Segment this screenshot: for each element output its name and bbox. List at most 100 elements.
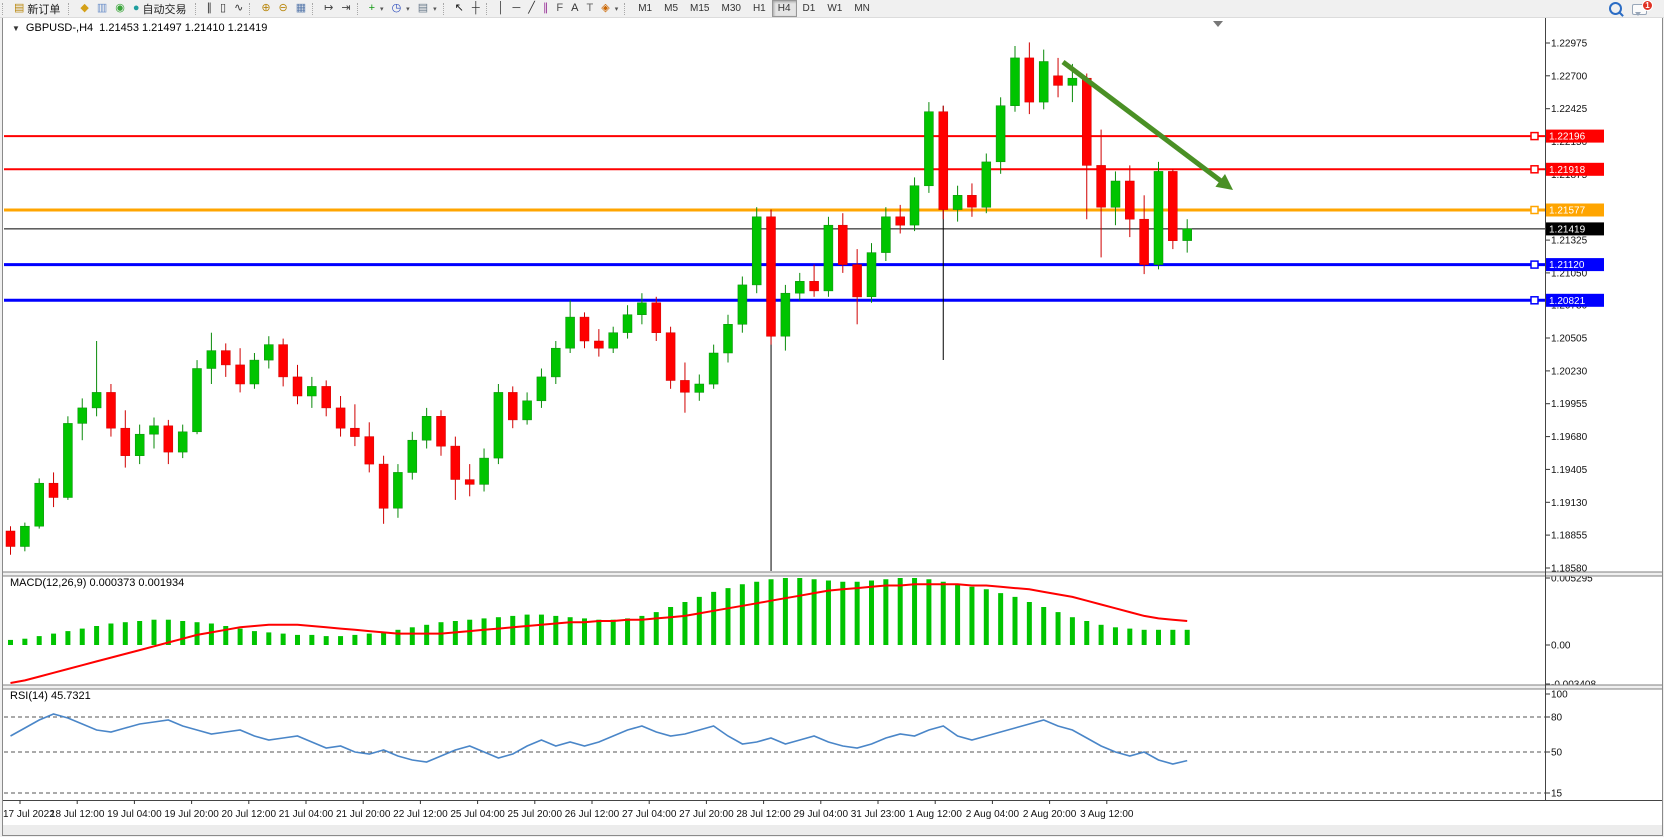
chart-shift-icon: ⇥ [341,2,351,14]
zoom-in-button[interactable]: ⊕ [257,0,274,17]
vertical-line-button[interactable]: │ [494,0,509,17]
timeframe-group: M1 M5 M15 M30 H1 H4 D1 W1 MN [632,0,876,17]
crosshair-button[interactable]: ┼ [468,0,484,17]
line-chart-button[interactable]: ∿ [230,0,247,17]
time-tick-label: 2 Aug 20:00 [1023,809,1077,820]
fibonacci-button[interactable]: F [552,0,567,17]
text-button[interactable]: A [567,0,582,17]
market-watch-button[interactable]: ◆ [76,0,92,17]
price-label-text: 1.21120 [1549,260,1585,271]
periods-button[interactable]: ◷ ▾ [388,0,414,17]
text-label-button[interactable]: T [583,0,598,17]
time-tick-label: 21 Jul 20:00 [336,809,391,820]
trendline-button[interactable]: ╱ [524,0,539,17]
candle-body [823,224,834,292]
candle-body [479,457,489,485]
price-label-box[interactable] [1546,258,1604,272]
macd-label: MACD(12,26,9) 0.000373 0.001934 [10,577,185,589]
toolbar-grip [356,2,362,15]
rsi-tick-label: 80 [1551,713,1563,724]
price-label-box[interactable] [1546,203,1604,217]
price-label-box[interactable] [1546,162,1604,176]
time-tick-label: 28 Jul 12:00 [736,809,791,820]
cursor-button[interactable]: ↖ [451,0,468,17]
candle-body [551,347,561,378]
navigator-button[interactable]: ◉ [111,0,129,17]
trend-arrow-head[interactable] [1215,174,1233,190]
zoom-out-button[interactable]: ⊖ [275,0,292,17]
templates-button[interactable]: ▤ ▾ [414,0,441,17]
autotrading-icon: ● [132,2,140,14]
horizontal-line-button[interactable]: ─ [509,0,525,17]
indicators-button[interactable]: + ▾ [365,0,388,17]
dropdown-caret-icon: ▾ [380,5,384,13]
time-tick-label: 20 Jul 12:00 [222,809,277,820]
candle-body [307,386,317,397]
candle-body [995,105,1006,163]
timeframe-button-w1[interactable]: W1 [827,3,843,14]
time-tick-label: 27 Jul 20:00 [679,809,734,820]
level-handle[interactable] [1530,260,1539,269]
candlestick-chart-button[interactable]: ▯ [216,0,230,17]
auto-scroll-button[interactable]: ↦ [320,0,337,17]
panel-splitter[interactable] [3,572,1662,576]
candle-body [221,350,231,366]
timeframe-button-mn[interactable]: MN [854,3,870,14]
arrows-button[interactable]: ◈ ▾ [597,0,622,17]
notifications-button[interactable]: 1 [1632,0,1653,16]
level-handle[interactable] [1530,165,1539,174]
timeframe-button-h1[interactable]: H1 [752,3,766,14]
price-label-box[interactable] [1546,129,1604,143]
candle-body [522,400,532,421]
timeframe-button-m1[interactable]: M1 [638,3,653,14]
candle-body [149,425,159,435]
timeframe-button-m5[interactable]: M5 [664,3,679,14]
time-tick-label: 1 Aug 12:00 [909,809,963,820]
trend-arrow-line[interactable] [1061,60,1229,188]
candle-body [134,433,145,456]
price-tick-label: 1.18855 [1551,531,1588,542]
candle-body [1053,75,1063,86]
bar-chart-button[interactable]: ∥ [203,0,217,17]
chart-shift-button[interactable]: ⇥ [337,0,354,17]
candle-body [637,302,647,315]
candle-body [952,195,963,210]
price-label-text: 1.21577 [1549,206,1586,217]
channel-button[interactable]: ∥ [539,0,553,17]
footer-strip [3,825,1662,836]
level-handle[interactable] [1530,296,1539,305]
line-chart-icon: ∿ [234,2,244,14]
tile-windows-button[interactable]: ▦ [292,0,310,17]
timeframe-button-m15[interactable]: M15 [690,3,710,14]
tile-windows-icon: ▦ [295,2,307,14]
candle-body [780,292,791,337]
toolbar-grip [312,2,317,15]
new-order-button[interactable]: ▤ 新订单 [10,0,66,17]
candle-body [450,445,461,480]
template-icon: ▤ [417,2,429,14]
candle-body [77,407,88,424]
candle-body [163,425,174,453]
candle-body [20,525,30,547]
level-handle[interactable] [1530,205,1539,215]
candle-body [751,216,762,286]
ohlc-quote-label: 1.21453 1.21497 1.21410 1.21419 [99,22,268,34]
timeframe-button-d1[interactable]: D1 [802,3,816,14]
candle-body [852,264,862,298]
panel-splitter[interactable] [3,685,1662,689]
time-tick-label: 26 Jul 12:00 [565,809,620,820]
candle-body [177,431,188,453]
price-tick-label: 1.18580 [1551,564,1588,575]
timeframe-button-m30[interactable]: M30 [721,3,741,14]
chevron-down-icon[interactable]: ▼ [12,23,20,33]
time-tick-label: 22 Jul 12:00 [393,809,448,820]
timeframe-button-h4[interactable]: H4 [771,0,797,17]
vertical-line-icon: │ [497,2,505,14]
level-handle[interactable] [1530,131,1539,141]
autotrading-button[interactable]: ● 自动交易 [129,0,193,17]
data-window-button[interactable]: ▥ [93,0,111,17]
search-icon[interactable] [1609,2,1622,15]
price-label-box[interactable] [1546,222,1604,236]
bar-chart-icon: ∥ [206,2,213,14]
price-label-box[interactable] [1546,293,1604,307]
